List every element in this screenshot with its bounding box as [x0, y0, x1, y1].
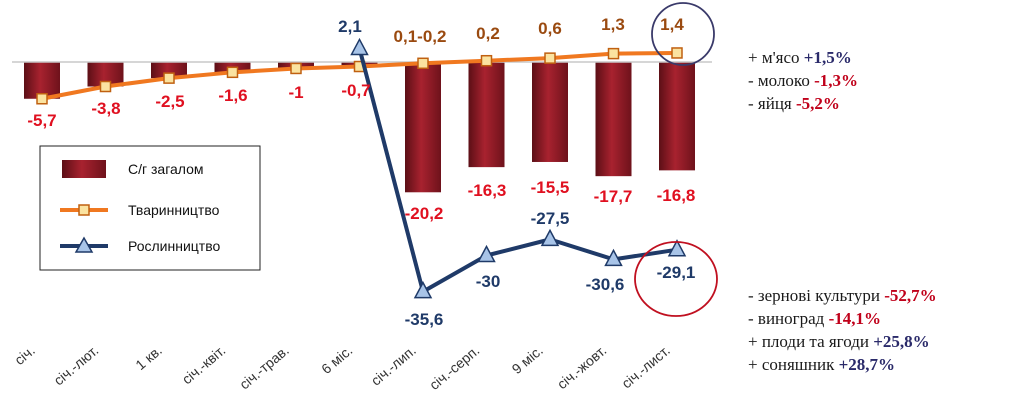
- bar-total-label: -20,2: [405, 204, 444, 223]
- note-item: + плоди та ягоди +25,8%: [748, 330, 937, 353]
- note-text: - зернові культури: [748, 286, 885, 305]
- bar-total-label: -0,7: [341, 81, 370, 100]
- livestock-point: [544, 52, 556, 64]
- crops-label: -30,6: [586, 275, 625, 294]
- legend-label-livestock: Тваринництво: [128, 202, 220, 218]
- note-item: - зернові культури -52,7%: [748, 284, 937, 307]
- bar-total: [151, 62, 187, 79]
- category-label: 9 міс.: [509, 342, 546, 377]
- bar-total-label: -5,7: [27, 111, 56, 130]
- livestock-label: 0,6: [538, 19, 562, 38]
- note-value: -5,2%: [796, 94, 840, 113]
- note-text: - яйця: [748, 94, 796, 113]
- note-value: -14,1%: [828, 309, 881, 328]
- bar-total-label: -15,5: [531, 178, 570, 197]
- note-value: +25,8%: [873, 332, 930, 351]
- bar-total-label: -16,8: [657, 186, 696, 205]
- livestock-point: [417, 57, 429, 70]
- category-label: січ.-лист.: [618, 342, 672, 391]
- bar-total: [405, 62, 441, 193]
- note-item: - виноград -14,1%: [748, 307, 937, 330]
- bar-total: [24, 62, 60, 99]
- crops-label: -29,1: [657, 263, 696, 282]
- note-text: + м'ясо: [748, 48, 804, 67]
- note-value: +1,5%: [803, 48, 852, 67]
- crops-point: [540, 228, 560, 247]
- crops-point: [350, 37, 369, 56]
- crops-line: [357, 47, 678, 294]
- crops-label: -35,6: [405, 310, 444, 329]
- livestock-point: [480, 54, 493, 67]
- bar-total: [595, 62, 632, 177]
- notes-livestock: + м'ясо +1,5% - молоко -1,3% - яйця -5,2%: [748, 46, 858, 115]
- highlight-circle-crops: [634, 241, 718, 317]
- category-label: січ.: [11, 342, 38, 368]
- note-text: - молоко: [748, 71, 815, 90]
- category-label: січ.-серп.: [426, 342, 482, 393]
- livestock-point: [290, 62, 302, 75]
- legend-label-total: С/г загалом: [128, 161, 204, 177]
- bar-total-label: -3,8: [91, 99, 120, 118]
- note-value: -1,3%: [814, 71, 858, 90]
- category-label: 1 кв.: [132, 342, 165, 373]
- bar-total: [468, 62, 505, 168]
- livestock-point: [99, 80, 112, 93]
- category-label: січ.-трав.: [236, 342, 292, 392]
- livestock-label: 1,3: [601, 15, 625, 34]
- note-value: -52,7%: [884, 286, 937, 305]
- category-label: січ.-лип.: [368, 342, 419, 389]
- category-label: січ.-лют.: [50, 342, 101, 388]
- livestock-point: [36, 93, 48, 105]
- crops-label: -30: [476, 272, 501, 291]
- bar-total-label: -2,5: [155, 92, 184, 111]
- legend: С/г загалом Тваринництво Рослинництво: [39, 145, 261, 271]
- bar-total-label: -1,6: [218, 86, 247, 105]
- crops-label: -27,5: [531, 209, 570, 228]
- category-label: січ.-квіт.: [179, 342, 229, 387]
- note-text: - виноград: [748, 309, 829, 328]
- crops-point: [667, 239, 687, 257]
- livestock-point: [671, 47, 683, 59]
- bar-total-label: -1: [288, 83, 303, 102]
- note-item: + соняшник +28,7%: [748, 353, 937, 376]
- livestock-point: [607, 47, 620, 60]
- legend-label-crops: Рослинництво: [128, 238, 220, 254]
- note-text: + соняшник: [748, 355, 839, 374]
- notes-crops: - зернові культури -52,7% - виноград -14,…: [748, 284, 937, 376]
- bar-total-label: -16,3: [468, 181, 507, 200]
- livestock-label: 1,4: [660, 15, 684, 34]
- category-label: січ.-жовт.: [554, 342, 609, 392]
- livestock-point: [163, 72, 175, 84]
- livestock-label: 0,1-0,2: [394, 27, 447, 46]
- bar-total-label: -17,7: [594, 187, 633, 206]
- livestock-label: 0,2: [476, 24, 500, 43]
- crops-point: [413, 281, 433, 299]
- category-label: 6 міс.: [318, 342, 355, 377]
- note-value: +28,7%: [838, 355, 896, 374]
- note-item: - яйця -5,2%: [748, 92, 858, 115]
- livestock-point: [226, 66, 239, 79]
- note-item: - молоко -1,3%: [748, 69, 858, 92]
- crops-point: [604, 248, 623, 267]
- crops-label: 2,1: [338, 17, 362, 36]
- highlight-circle-livestock: [651, 2, 715, 66]
- note-text: + плоди та ягоди: [748, 332, 874, 351]
- bar-total: [659, 62, 695, 171]
- note-item: + м'ясо +1,5%: [748, 46, 858, 69]
- crops-point: [477, 244, 496, 263]
- bar-total: [532, 62, 568, 162]
